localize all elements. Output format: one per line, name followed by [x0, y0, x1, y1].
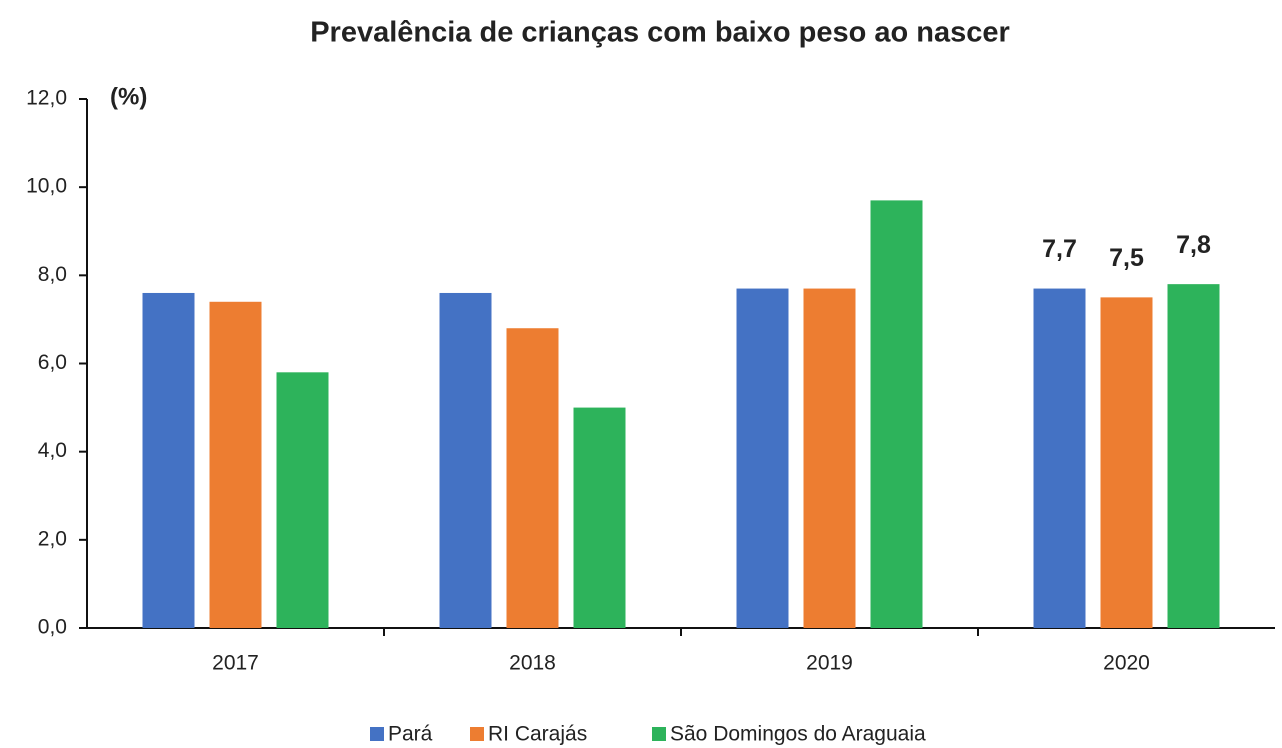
x-tick-label: 2017	[212, 652, 259, 675]
bar	[573, 407, 626, 628]
y-tick-label: 12,0	[26, 87, 67, 110]
bar	[1033, 288, 1086, 628]
chart-title: Prevalência de crianças com baixo peso a…	[310, 17, 1010, 49]
legend-swatch	[370, 727, 384, 741]
legend-label: Pará	[388, 723, 433, 746]
y-tick-label: 6,0	[38, 351, 67, 374]
bar	[1167, 284, 1220, 628]
bar	[142, 292, 195, 628]
legend-swatch	[470, 727, 484, 741]
bar	[870, 200, 923, 628]
data-label: 7,5	[1109, 244, 1144, 272]
bar	[276, 372, 329, 628]
y-tick-label: 0,0	[38, 616, 67, 639]
x-tick-label: 2019	[806, 652, 853, 675]
y-tick-label: 8,0	[38, 263, 67, 286]
legend-label: São Domingos do Araguaia	[670, 723, 926, 746]
data-label: 7,8	[1176, 231, 1211, 259]
legend-label: RI Carajás	[488, 723, 587, 746]
x-tick-label: 2018	[509, 652, 556, 675]
bar	[439, 292, 492, 628]
y-tick-label: 10,0	[26, 175, 67, 198]
y-tick-label: 4,0	[38, 439, 67, 462]
bar	[506, 328, 559, 628]
y-tick-label: 2,0	[38, 527, 67, 550]
data-label: 7,7	[1042, 235, 1077, 263]
x-tick-label: 2020	[1103, 652, 1150, 675]
bar	[803, 288, 856, 628]
bar	[1100, 297, 1153, 628]
bar	[209, 301, 262, 628]
bar	[736, 288, 789, 628]
y-axis-label: (%)	[110, 83, 147, 110]
legend-swatch	[652, 727, 666, 741]
